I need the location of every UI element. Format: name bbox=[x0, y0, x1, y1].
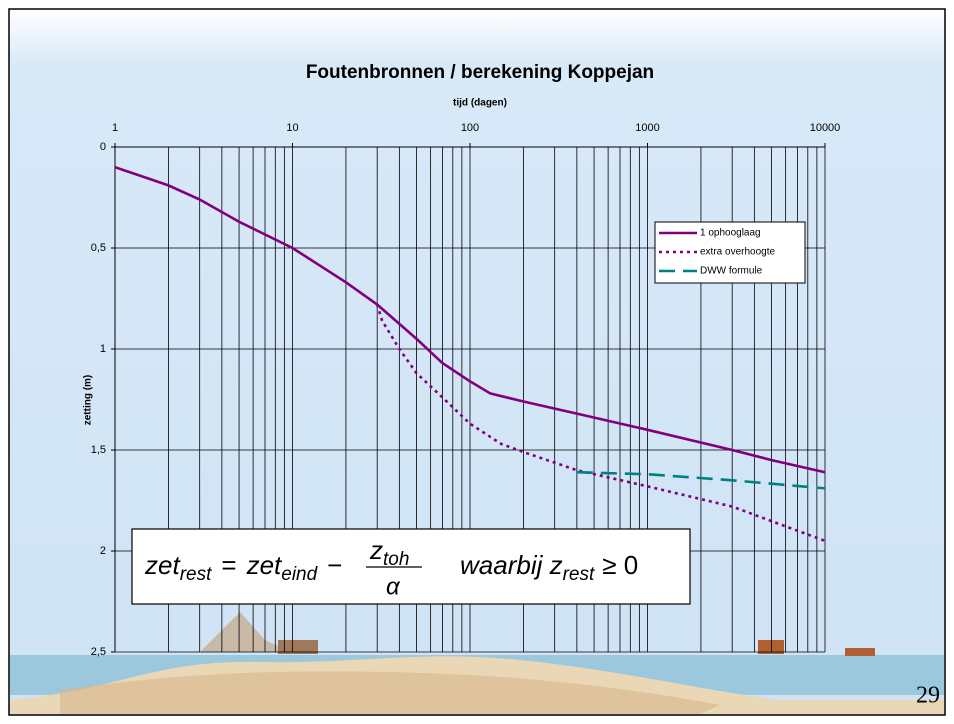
legend-label: extra overhoogte bbox=[700, 247, 775, 258]
chart-title: Foutenbronnen / berekening Koppejan bbox=[306, 62, 654, 83]
series-line bbox=[375, 304, 826, 543]
x-tick-label: 10000 bbox=[810, 122, 841, 134]
formula-part: eind bbox=[281, 564, 318, 585]
x-tick-label: 1 bbox=[112, 122, 118, 134]
series-line bbox=[576, 470, 826, 490]
y-tick-label: 0,5 bbox=[91, 242, 106, 254]
formula-part: zet bbox=[144, 550, 181, 580]
x-tick-label: 1000 bbox=[635, 122, 659, 134]
y-tick-label: 0 bbox=[100, 141, 106, 153]
legend-label: 1 ophooglaag bbox=[700, 228, 761, 239]
series-line bbox=[114, 165, 826, 474]
y-tick-label: 2,5 bbox=[91, 646, 106, 658]
formula-part: − bbox=[327, 550, 342, 580]
x-tick-label: 100 bbox=[461, 122, 479, 134]
y-tick-label: 1 bbox=[100, 343, 106, 355]
formula-part: rest bbox=[180, 564, 212, 585]
formula-part: waarbij z bbox=[460, 550, 563, 580]
formula-part: ztoh bbox=[369, 535, 409, 570]
slide-frame bbox=[8, 8, 946, 716]
formula-part: = bbox=[221, 550, 236, 580]
x-tick-label: 10 bbox=[286, 122, 298, 134]
slide-number: 29 bbox=[916, 683, 940, 709]
formula-part: rest bbox=[563, 564, 595, 585]
formula-part: α bbox=[386, 573, 401, 600]
x-axis-label: tijd (dagen) bbox=[453, 98, 507, 109]
formula-part: toh bbox=[383, 549, 409, 570]
formula-part: ≥ 0 bbox=[602, 550, 638, 580]
formula-part: z bbox=[369, 535, 383, 565]
legend-label: DWW formule bbox=[700, 266, 763, 277]
formula: zetrest = zeteind − bbox=[144, 550, 342, 585]
y-axis-label: zetting (m) bbox=[83, 375, 94, 426]
y-tick-label: 1,5 bbox=[91, 444, 106, 456]
legend: 1 ophooglaag extra overhoogte DWW formule bbox=[654, 221, 806, 284]
formula-part: zet bbox=[246, 550, 283, 580]
y-tick-label: 2 bbox=[100, 545, 106, 557]
landscape bbox=[10, 612, 944, 714]
formula: waarbij zrest ≥ 0 bbox=[460, 550, 638, 585]
